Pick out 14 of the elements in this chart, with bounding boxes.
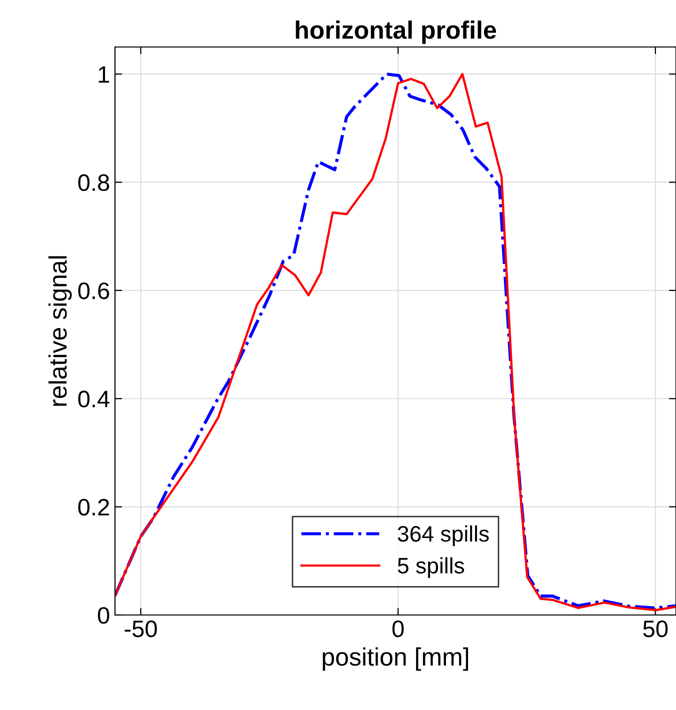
y-tick-label: 0.2 — [78, 498, 109, 516]
y-axis-title: relative signal — [48, 256, 72, 406]
legend-label: 364 spills — [398, 525, 489, 546]
chart-title: horizontal profile — [296, 20, 496, 44]
x-tick-label: 0 — [392, 620, 404, 638]
x-tick-label: -50 — [124, 620, 157, 638]
y-tick-label: 0.8 — [78, 174, 110, 192]
x-axis-title: position [mm] — [322, 647, 468, 671]
y-tick-label: 0.4 — [78, 390, 110, 408]
y-tick-label: 1 — [98, 66, 109, 83]
x-tick-label: 50 — [643, 620, 668, 638]
y-tick-label: 0.6 — [78, 282, 110, 300]
legend-label: 5 spills — [398, 557, 464, 578]
y-tick-label: 0 — [98, 607, 110, 624]
